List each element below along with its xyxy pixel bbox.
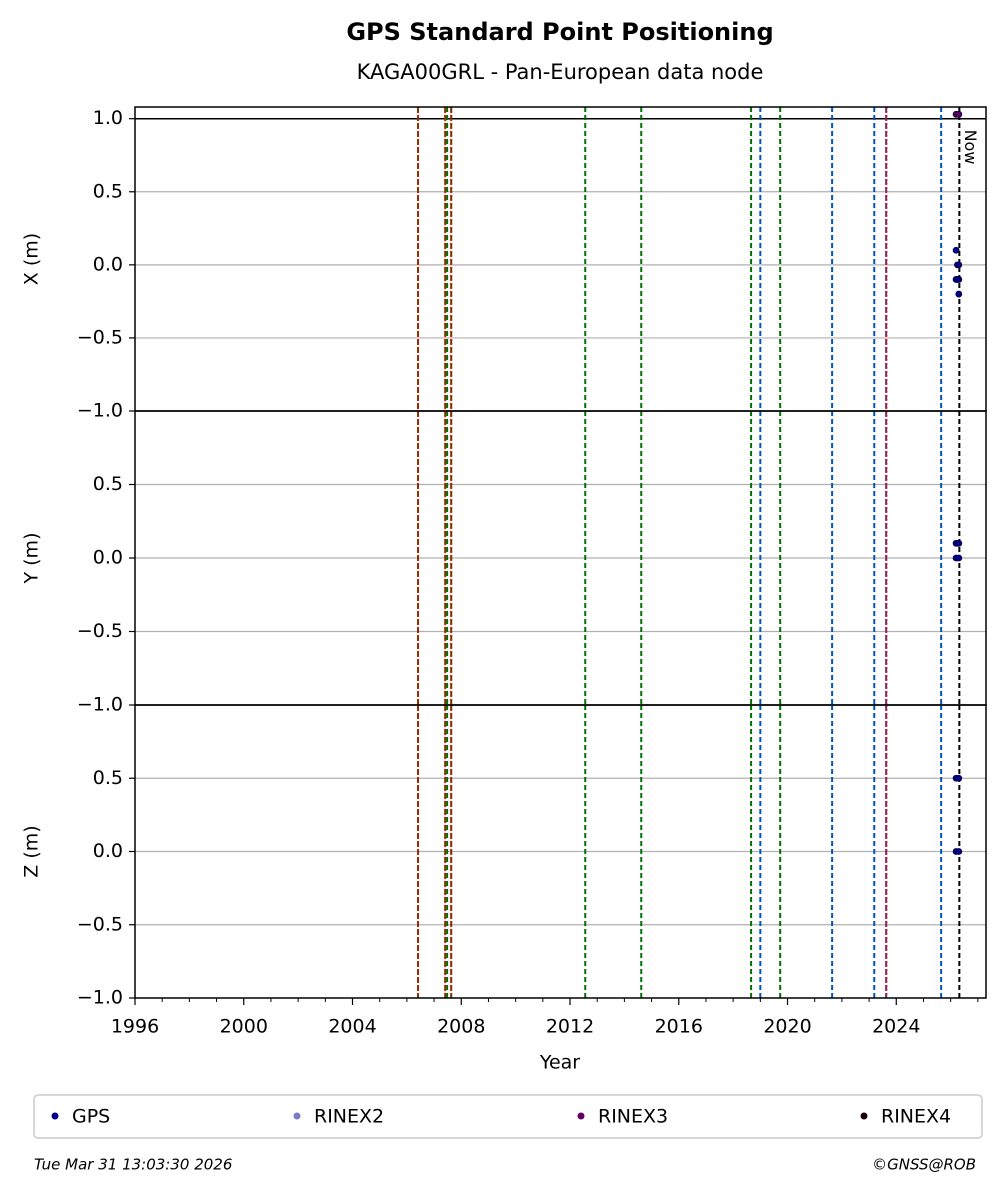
y-tick-label: 1.0 <box>93 107 123 129</box>
y-tick-label: −1.0 <box>77 400 123 422</box>
y-axis-label: X (m) <box>21 233 43 285</box>
x-tick-label: 2024 <box>872 1016 920 1038</box>
x-tick-label: 2004 <box>328 1016 376 1038</box>
y-tick-label: −0.5 <box>77 620 123 642</box>
point <box>955 110 963 118</box>
legend-label: RINEX2 <box>314 1106 384 1128</box>
y-tick-label: 0.5 <box>93 180 123 202</box>
x-tick-label: 1996 <box>111 1016 159 1038</box>
point <box>955 539 963 547</box>
point <box>955 848 963 855</box>
y-tick-label: 0.5 <box>93 473 123 495</box>
y-tick-label: 0.0 <box>93 840 123 862</box>
y-tick-label: −1.0 <box>77 987 123 1009</box>
point <box>955 261 963 269</box>
legend-label: RINEX3 <box>598 1106 668 1128</box>
now-label: Now <box>961 130 980 165</box>
y-tick-label: −0.5 <box>77 326 123 348</box>
x-tick-label: 2020 <box>763 1016 811 1038</box>
legend-box <box>33 1094 983 1139</box>
panel-frame <box>134 704 987 999</box>
y-tick-label: −0.5 <box>77 913 123 935</box>
chart-subtitle: KAGA00GRL - Pan-European data node <box>357 60 764 84</box>
x-tick-label: 2012 <box>546 1016 594 1038</box>
y-tick-label: 0.0 <box>93 547 123 569</box>
x-tick-label: 2008 <box>437 1016 485 1038</box>
y-axis-label: Y (m) <box>21 533 43 585</box>
x-tick-label: 2000 <box>220 1016 268 1038</box>
legend-marker <box>860 1112 868 1120</box>
point <box>952 246 960 254</box>
credit: ©GNSS@ROB <box>872 1156 976 1174</box>
point <box>955 290 963 298</box>
y-tick-label: 0.5 <box>93 767 123 789</box>
timestamp: Tue Mar 31 13:03:30 2026 <box>34 1156 232 1174</box>
y-axis-label: Z (m) <box>21 825 43 877</box>
legend-label: GPS <box>72 1106 110 1128</box>
x-axis-label: Year <box>539 1052 580 1074</box>
chart-title: GPS Standard Point Positioning <box>346 18 773 46</box>
point <box>955 554 963 562</box>
legend-marker <box>51 1112 59 1120</box>
point <box>954 276 961 283</box>
y-tick-label: −1.0 <box>77 694 123 716</box>
x-tick-label: 2016 <box>655 1016 703 1038</box>
panel-frame <box>134 106 987 412</box>
y-tick-label: 0.0 <box>93 253 123 275</box>
legend-marker <box>577 1112 585 1120</box>
point <box>955 774 963 782</box>
legend-marker <box>293 1112 301 1120</box>
legend-label: RINEX4 <box>881 1106 951 1128</box>
